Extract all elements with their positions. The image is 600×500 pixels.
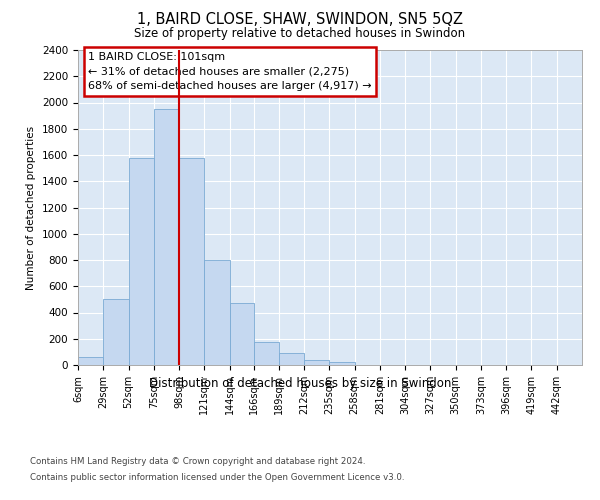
Text: 1 BAIRD CLOSE: 101sqm
← 31% of detached houses are smaller (2,275)
68% of semi-d: 1 BAIRD CLOSE: 101sqm ← 31% of detached … <box>88 52 372 91</box>
Bar <box>230 304 254 365</box>
Bar <box>179 158 204 365</box>
Bar <box>204 260 230 365</box>
Bar <box>103 300 128 365</box>
Bar <box>279 353 304 365</box>
Bar <box>78 357 103 365</box>
Bar <box>304 360 329 365</box>
Bar <box>154 109 179 365</box>
Text: Distribution of detached houses by size in Swindon: Distribution of detached houses by size … <box>149 378 451 390</box>
Text: Contains public sector information licensed under the Open Government Licence v3: Contains public sector information licen… <box>30 472 404 482</box>
Bar <box>329 362 355 365</box>
Bar <box>254 342 279 365</box>
Y-axis label: Number of detached properties: Number of detached properties <box>26 126 37 290</box>
Text: Size of property relative to detached houses in Swindon: Size of property relative to detached ho… <box>134 28 466 40</box>
Text: Contains HM Land Registry data © Crown copyright and database right 2024.: Contains HM Land Registry data © Crown c… <box>30 458 365 466</box>
Text: 1, BAIRD CLOSE, SHAW, SWINDON, SN5 5QZ: 1, BAIRD CLOSE, SHAW, SWINDON, SN5 5QZ <box>137 12 463 28</box>
Bar <box>128 158 154 365</box>
